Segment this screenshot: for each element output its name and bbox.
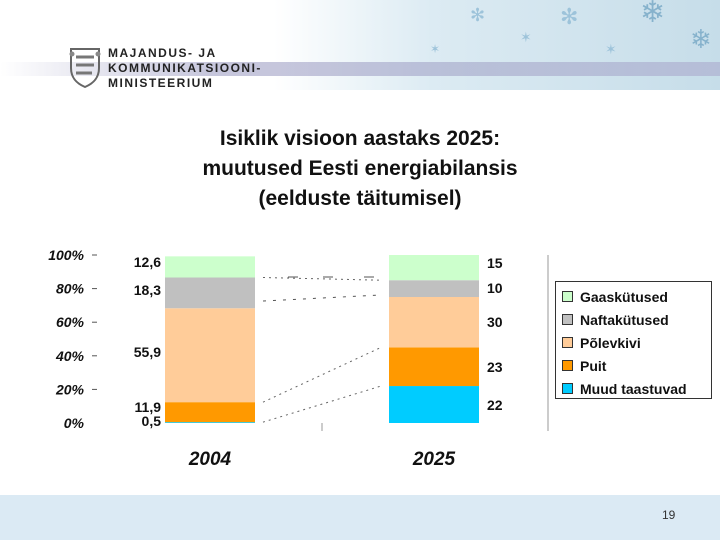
legend-swatch (562, 383, 573, 394)
x-category-label: 2025 (412, 449, 456, 470)
title-line: Isiklik visioon aastaks 2025: (219, 127, 501, 150)
bar-segment (165, 256, 255, 278)
bar-segment (165, 402, 255, 423)
ministry-name: MAJANDUS- JA KOMMUNIKATSIOONI- MINISTEER… (108, 46, 262, 91)
legend-item: Puit (562, 354, 711, 377)
ministry-line: MINISTEERIUM (108, 76, 214, 90)
bar-segment (165, 277, 255, 309)
bar-segment (165, 422, 255, 423)
legend-swatch (562, 314, 573, 325)
data-label: 15 (487, 255, 503, 271)
data-label: 10 (487, 280, 503, 296)
ministry-line: KOMMUNIKATSIOONI- (108, 61, 262, 75)
snowflake-icon: ✶ (605, 41, 617, 57)
legend-label: Muud taastuvad (580, 380, 687, 397)
bar-segment (389, 280, 479, 297)
title-line: (eelduste täitumisel) (258, 187, 462, 210)
bar-segment (389, 347, 479, 387)
legend-swatch (562, 337, 573, 348)
legend-swatch (562, 291, 573, 302)
snowflake-icon: ❄ (690, 24, 712, 54)
y-tick-label: 0% (64, 415, 85, 431)
y-tick-label: 60% (56, 314, 85, 330)
snowflake-icon: ✻ (470, 5, 486, 25)
snowflake-icon: ✶ (520, 29, 532, 45)
data-label: 11,9 (135, 399, 162, 415)
connector-line (262, 277, 382, 281)
bar-segment (389, 297, 479, 348)
data-label: 30 (487, 314, 503, 330)
y-tick-label: 40% (55, 348, 85, 364)
bar-segment (389, 386, 479, 423)
x-category-label: 2004 (188, 449, 232, 470)
y-tick-label: 100% (48, 247, 84, 263)
data-label: 18,3 (134, 282, 161, 298)
legend-item: Muud taastuvad (562, 377, 711, 400)
chart-legend: Gaaskütused Naftakütused Põlevkivi Puit … (555, 281, 712, 399)
snowflake-icon: ✶ (430, 42, 441, 56)
ministry-line: MAJANDUS- JA (108, 46, 217, 60)
data-label: 0,5 (142, 413, 162, 429)
legend-item: Gaaskütused (562, 285, 711, 308)
legend-swatch (562, 360, 573, 371)
y-tick-label: 80% (56, 281, 85, 297)
connector-line (262, 385, 382, 423)
bar-segment (389, 255, 479, 281)
legend-item: Põlevkivi (562, 331, 711, 354)
data-label: 55,9 (134, 344, 161, 360)
legend-label: Puit (580, 357, 607, 374)
connector-line (262, 346, 382, 403)
legend-label: Põlevkivi (580, 334, 641, 351)
data-label: 22 (487, 397, 503, 413)
y-tick-label: 20% (55, 381, 85, 397)
footer-band (0, 495, 720, 540)
snowflake-icon: ✻ (560, 4, 579, 29)
data-label: 12,6 (134, 254, 161, 270)
page-number: 19 (662, 508, 676, 522)
title-line: muutused Eesti energiabilansis (202, 157, 518, 180)
legend-item: Naftakütused (562, 308, 711, 331)
coat-of-arms-logo (69, 48, 101, 88)
header-stripe (0, 62, 720, 76)
chart-title: Isiklik visioon aastaks 2025: muutused E… (120, 124, 600, 214)
bar-segment (165, 308, 255, 403)
legend-label: Gaaskütused (580, 288, 668, 305)
connector-line (262, 294, 382, 302)
legend-label: Naftakütused (580, 311, 669, 328)
data-label: 23 (487, 359, 503, 375)
